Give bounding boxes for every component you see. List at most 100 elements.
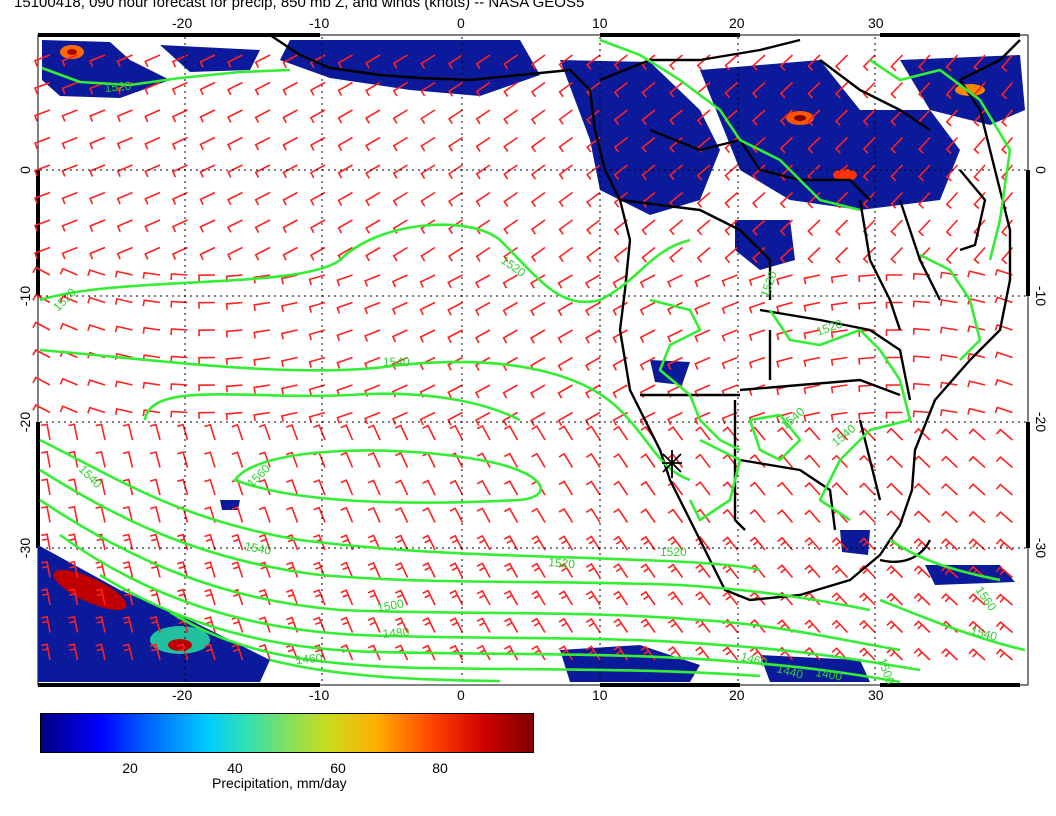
wind-barb	[779, 136, 794, 154]
wind-barb	[33, 109, 51, 122]
wind-barb	[995, 593, 1014, 606]
wind-barb	[474, 301, 491, 316]
wind-barb	[557, 301, 573, 317]
wind-barb	[447, 274, 463, 289]
wind-barb	[858, 356, 876, 365]
wind-barb	[804, 536, 821, 551]
wind-barb	[258, 533, 271, 551]
top-tick-label: -20	[172, 15, 192, 31]
wind-barb	[995, 620, 1014, 634]
wind-barb	[447, 109, 463, 125]
wind-barb	[694, 301, 711, 315]
wind-barb	[613, 164, 628, 181]
wind-barb	[258, 423, 271, 441]
wind-barb	[968, 648, 986, 661]
wind-barb	[886, 455, 904, 469]
wind-barb	[530, 81, 546, 98]
wind-barb	[721, 356, 738, 370]
wind-barb	[968, 510, 986, 524]
wind-barb	[779, 191, 794, 209]
wind-barb	[669, 109, 684, 126]
wind-barb	[945, 109, 959, 127]
wind-barb	[59, 267, 78, 276]
wind-barb	[475, 109, 491, 125]
wind-barb	[309, 164, 326, 179]
wind-barb	[41, 643, 51, 661]
wind-barb	[748, 356, 766, 369]
wind-barb	[885, 411, 903, 419]
wind-barb	[227, 191, 243, 206]
wind-barb	[59, 295, 78, 304]
wind-barb	[392, 54, 408, 69]
wind-barb	[170, 273, 188, 280]
wind-barb	[61, 164, 78, 177]
figure-title: 15100418, 090 hour forecast for precip, …	[14, 0, 585, 11]
wind-barb	[68, 533, 79, 551]
wind-barb	[945, 54, 959, 72]
wind-barb	[447, 301, 463, 316]
wind-barb	[724, 219, 739, 236]
wind-barb	[313, 424, 326, 441]
wind-barb	[227, 81, 243, 96]
wind-barb	[779, 246, 794, 264]
wind-barb	[231, 533, 244, 551]
wind-barb	[476, 617, 491, 633]
wind-barb	[177, 643, 189, 661]
wind-barb	[912, 382, 931, 390]
wind-barb	[475, 191, 491, 207]
wind-barb	[367, 424, 381, 441]
wind-barb	[639, 301, 656, 316]
wind-barb	[530, 136, 546, 153]
wind-barb	[286, 506, 299, 523]
wind-barb	[336, 301, 353, 314]
wind-barb	[171, 54, 188, 68]
wind-barb	[280, 329, 298, 340]
wind-barb	[967, 352, 986, 360]
wind-barb	[831, 619, 849, 634]
wind-barb	[503, 191, 518, 207]
wind-barb	[940, 326, 958, 334]
wind-barb	[748, 329, 766, 341]
right-tick-labels: 0 -10 -20 -30	[1033, 166, 1049, 558]
wind-barb	[696, 246, 711, 263]
wind-barb	[87, 379, 106, 387]
wind-barb	[912, 272, 931, 280]
wind-barb	[149, 506, 161, 523]
wind-barb	[585, 329, 601, 344]
wind-barb	[231, 423, 244, 441]
wind-barb	[995, 483, 1014, 496]
wind-barb	[1000, 136, 1014, 155]
wind-barb	[204, 423, 216, 441]
colorbar-tick-label: 20	[122, 760, 138, 776]
wind-barb	[170, 300, 188, 308]
wind-barb	[504, 425, 519, 441]
wind-barb	[32, 348, 51, 359]
wind-barb	[114, 297, 133, 305]
wind-barb	[585, 617, 601, 633]
wind-barb	[776, 619, 794, 634]
wind-barb	[586, 109, 601, 125]
wind-barb	[968, 538, 986, 551]
wind-barb	[695, 481, 711, 496]
wind-barb	[667, 563, 684, 578]
wind-barb	[890, 191, 904, 209]
wind-barb	[945, 81, 959, 99]
wind-barb	[33, 164, 51, 177]
wind-barb	[941, 427, 959, 441]
wind-barb	[204, 506, 216, 523]
wind-barb	[504, 617, 519, 633]
wind-barb	[585, 356, 601, 371]
wind-barb	[33, 54, 51, 67]
wind-barb	[886, 427, 904, 441]
wind-barb	[365, 54, 381, 69]
wind-barb	[613, 81, 628, 98]
map-figure: 1520 1520 1520 1520 1520 1540 1540 1540 …	[17, 15, 1049, 700]
wind-barb	[890, 219, 904, 237]
wind-barb	[639, 356, 656, 371]
wind-barb	[613, 136, 628, 153]
wind-barb	[282, 164, 298, 179]
wind-barb	[364, 411, 381, 425]
wind-barb	[41, 615, 51, 633]
wind-barb	[231, 451, 244, 468]
wind-barb	[830, 384, 848, 394]
